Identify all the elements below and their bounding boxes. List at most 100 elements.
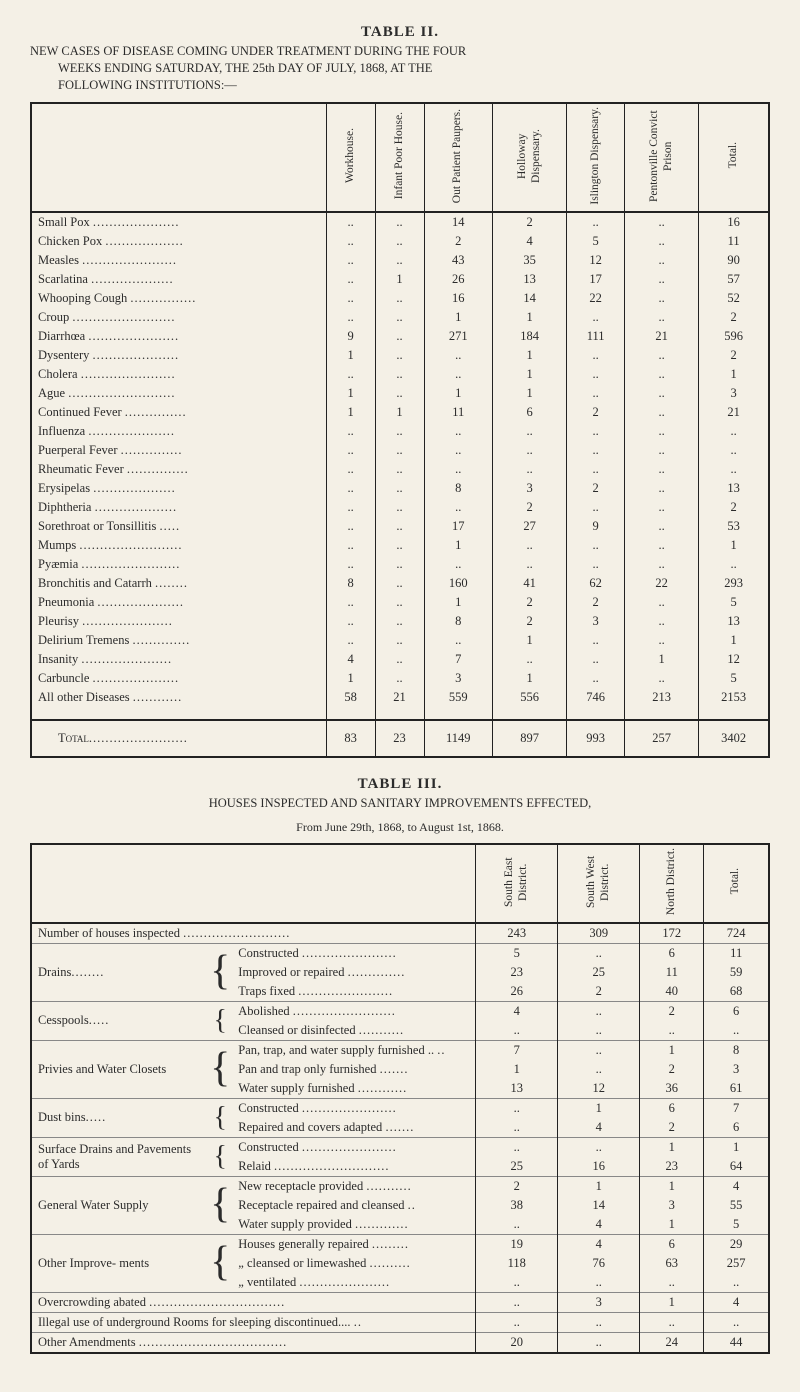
cell: 53 <box>699 517 769 536</box>
cell: .. <box>326 479 375 498</box>
group-label: Privies and Water Closets <box>31 1040 208 1098</box>
cell: 1 <box>640 1176 704 1196</box>
cell: 4 <box>326 650 375 669</box>
caption-line: FOLLOWING INSTITUTIONS:— <box>30 77 770 94</box>
cell: .. <box>326 422 375 441</box>
cell: .. <box>326 289 375 308</box>
sub-label: Houses generally repaired ......... <box>232 1234 476 1254</box>
cell: 2 <box>699 498 769 517</box>
cell: 172 <box>640 923 704 944</box>
cell: .. <box>326 270 375 289</box>
cell: 21 <box>625 327 699 346</box>
cell: .. <box>375 251 424 270</box>
cell: .. <box>424 555 493 574</box>
cell: 897 <box>493 720 567 757</box>
cell: 4 <box>476 1001 558 1021</box>
cell: .. <box>625 536 699 555</box>
cell: 64 <box>704 1157 769 1177</box>
table-row: Small Pox .........................142..… <box>31 212 769 232</box>
cell: 23 <box>640 1157 704 1177</box>
col-header: Workhouse. <box>326 103 375 212</box>
cell: 16 <box>558 1157 640 1177</box>
cell: 35 <box>493 251 567 270</box>
cell: 993 <box>567 720 625 757</box>
cell: 19 <box>476 1234 558 1254</box>
col-header: South West District. <box>558 844 640 923</box>
cell: .. <box>476 1098 558 1118</box>
table3: South East District. South West District… <box>30 843 770 1354</box>
cell: 1 <box>640 1215 704 1235</box>
cell: 1 <box>326 403 375 422</box>
sub-label: Constructed ....................... <box>232 1137 476 1157</box>
cell: 1 <box>424 536 493 555</box>
group-label: Other Improve- ments <box>31 1234 208 1292</box>
sub-label: Relaid ............................ <box>232 1157 476 1177</box>
cell: 4 <box>704 1176 769 1196</box>
cell: .. <box>567 308 625 327</box>
cell: 2 <box>640 1001 704 1021</box>
cell: 1 <box>493 631 567 650</box>
cell: .. <box>375 422 424 441</box>
cell: 1 <box>558 1176 640 1196</box>
row-label: Measles ....................... <box>31 251 326 270</box>
table-row: All other Diseases ............582155955… <box>31 688 769 707</box>
cell: 11 <box>640 963 704 982</box>
cell: 1 <box>424 308 493 327</box>
cell: .. <box>625 232 699 251</box>
table-row: Carbuncle .....................1..31....… <box>31 669 769 688</box>
row-label: All other Diseases ............ <box>31 688 326 707</box>
cell: 12 <box>699 650 769 669</box>
table-row: Other Amendments .......................… <box>31 1332 769 1353</box>
brace-icon: { <box>208 943 232 1001</box>
cell: .. <box>375 479 424 498</box>
cell: 29 <box>704 1234 769 1254</box>
cell: 22 <box>625 574 699 593</box>
cell: .. <box>375 212 424 232</box>
row-label: Cholera ....................... <box>31 365 326 384</box>
cell: 17 <box>424 517 493 536</box>
cell: 21 <box>699 403 769 422</box>
col-header: Total. <box>704 844 769 923</box>
cell: .. <box>476 1273 558 1293</box>
cell: .. <box>326 232 375 251</box>
cell: .. <box>493 555 567 574</box>
cell: 1 <box>640 1040 704 1060</box>
cell: .. <box>558 1273 640 1293</box>
cell: .. <box>493 650 567 669</box>
sub-label: Pan, trap, and water supply furnished ..… <box>232 1040 476 1060</box>
cell: 2 <box>424 232 493 251</box>
cell: .. <box>567 212 625 232</box>
cell: 8 <box>424 612 493 631</box>
cell: .. <box>493 441 567 460</box>
sub-label: Improved or repaired .............. <box>232 963 476 982</box>
row-label: Delirium Tremens .............. <box>31 631 326 650</box>
cell: 1 <box>640 1292 704 1312</box>
row-label: Pneumonia ..................... <box>31 593 326 612</box>
cell: .. <box>699 555 769 574</box>
cell: 243 <box>476 923 558 944</box>
table-row: Ague ..........................1..11....… <box>31 384 769 403</box>
row-label: Sorethroat or Tonsillitis ..... <box>31 517 326 536</box>
sub-label: „ cleansed or limewashed .......... <box>232 1254 476 1273</box>
cell: 55 <box>704 1196 769 1215</box>
cell: .. <box>704 1312 769 1332</box>
col-header: Infant Poor House. <box>375 103 424 212</box>
cell: .. <box>567 650 625 669</box>
cell: 5 <box>704 1215 769 1235</box>
cell: .. <box>375 289 424 308</box>
cell: 1 <box>424 384 493 403</box>
cell: .. <box>326 212 375 232</box>
cell: .. <box>625 270 699 289</box>
table-row: Croup .............................11...… <box>31 308 769 327</box>
cell: .. <box>493 422 567 441</box>
brace-icon: { <box>208 1098 232 1137</box>
row-label: Chicken Pox ................... <box>31 232 326 251</box>
cell: 724 <box>704 923 769 944</box>
cell: 38 <box>476 1196 558 1215</box>
cell: .. <box>476 1292 558 1312</box>
cell: .. <box>375 441 424 460</box>
cell: 1 <box>493 669 567 688</box>
cell: .. <box>625 555 699 574</box>
table-row: Overcrowding abated ....................… <box>31 1292 769 1312</box>
cell: 41 <box>493 574 567 593</box>
